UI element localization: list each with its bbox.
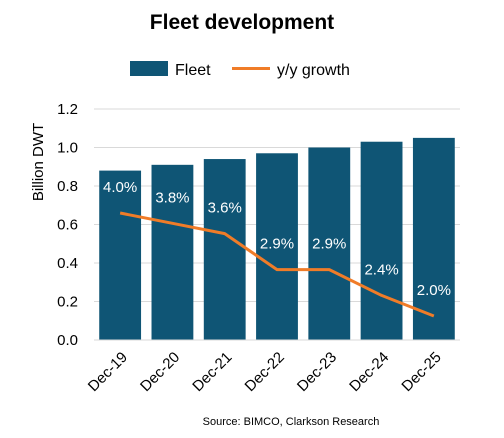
y-tick-label: 1.0 xyxy=(57,140,78,157)
bar-fleet xyxy=(308,147,351,340)
y-axis-ticks: 0.0 0.2 0.4 0.6 0.8 1.0 1.2 xyxy=(57,101,78,349)
y-tick-label: 0.2 xyxy=(57,294,78,311)
legend: Fleet y/y growth xyxy=(130,61,350,79)
y-tick-label: 0.8 xyxy=(57,178,78,195)
y-tick-label: 0.4 xyxy=(57,255,78,272)
legend-label-growth: y/y growth xyxy=(277,62,350,79)
x-tick-label: Dec-23 xyxy=(294,349,340,395)
legend-label-fleet: Fleet xyxy=(175,62,211,79)
growth-data-label: 3.8% xyxy=(155,189,189,206)
data-labels: 4.0% 3.8% 3.6% 2.9% 2.9% 2.4% 2.0% xyxy=(103,179,451,299)
legend-swatch-fleet xyxy=(130,61,168,76)
source-note: Source: BIMCO, Clarkson Research xyxy=(203,416,380,428)
bar-fleet xyxy=(99,170,142,340)
growth-line xyxy=(119,211,435,318)
y-tick-label: 1.2 xyxy=(57,101,78,118)
x-tick-label: Dec-25 xyxy=(398,349,444,395)
y-tick-label: 0.0 xyxy=(57,332,78,349)
growth-data-label: 2.0% xyxy=(417,282,451,299)
y-axis-title: Billion DWT xyxy=(30,123,47,201)
bar-fleet xyxy=(203,159,246,340)
y-tick-label: 0.6 xyxy=(57,217,78,234)
bar-fleet xyxy=(256,153,298,340)
growth-data-label: 2.4% xyxy=(364,261,398,278)
bar-fleet xyxy=(412,137,455,340)
x-tick-label: Dec-21 xyxy=(189,349,235,395)
growth-data-label: 2.9% xyxy=(260,236,294,253)
growth-data-label: 4.0% xyxy=(103,179,137,196)
bar-fleet xyxy=(360,141,403,340)
x-tick-label: Dec-20 xyxy=(137,349,183,395)
bars xyxy=(99,137,455,340)
x-axis-ticks: Dec-19 Dec-20 Dec-21 Dec-22 Dec-23 Dec-24 Dec-… xyxy=(85,349,445,395)
x-tick-label: Dec-19 xyxy=(85,349,131,395)
bar-fleet xyxy=(151,164,194,340)
growth-data-label: 3.6% xyxy=(208,200,242,217)
growth-data-label: 2.9% xyxy=(312,236,346,253)
x-tick-label: Dec-24 xyxy=(346,349,392,395)
chart-title: Fleet development xyxy=(150,11,334,34)
x-tick-label: Dec-22 xyxy=(242,349,288,395)
